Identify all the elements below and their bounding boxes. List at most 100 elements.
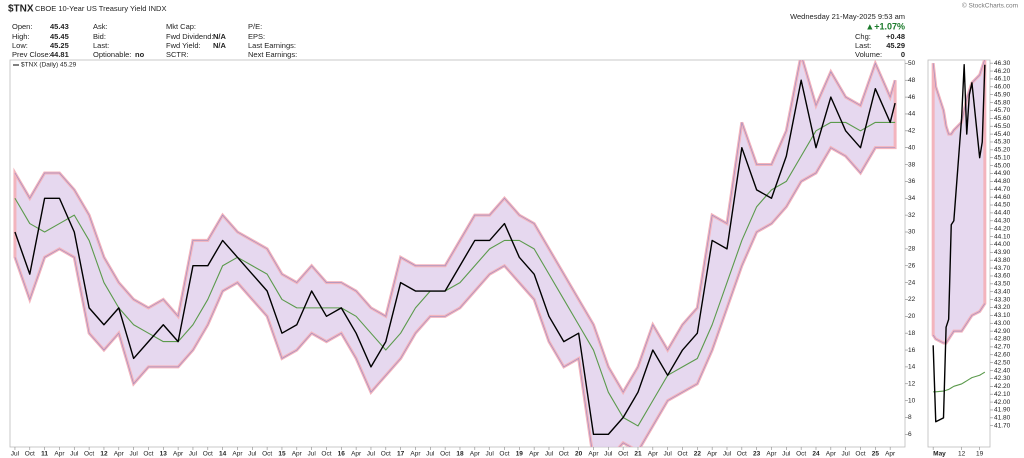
x-tick-label: Jul [485, 451, 494, 458]
x-tick-label: Apr [885, 451, 896, 458]
y-tick-label: 44.70 [994, 186, 1011, 193]
x-tick-label: Jul [604, 451, 613, 458]
x-tick-label: Oct [499, 451, 509, 458]
x-tick-label: Jul [663, 451, 672, 458]
x-tick-label: Jul [70, 451, 79, 458]
x-tick-label: Oct [84, 451, 94, 458]
y-tick-label: 44.20 [994, 225, 1011, 232]
x-tick-label: 12 [958, 451, 966, 458]
y-tick-label: 42.40 [994, 367, 1011, 374]
y-tick-label: 43.10 [994, 312, 1011, 319]
y-tick-label: 44.80 [994, 178, 1011, 185]
x-tick-label: Apr [766, 451, 777, 458]
y-tick-label: 24 [908, 279, 916, 286]
y-tick-label: 44.30 [994, 218, 1011, 225]
y-tick-label: 48 [908, 77, 916, 84]
y-tick-label: 46.20 [994, 68, 1011, 75]
y-tick-label: 45.60 [994, 115, 1011, 122]
x-tick-label: Oct [677, 451, 687, 458]
field-label: Ask: [93, 22, 108, 31]
x-tick-label: Jul [545, 451, 554, 458]
y-tick-label: 43.80 [994, 257, 1011, 264]
x-tick-label: 20 [575, 451, 583, 458]
x-tick-label: Jul [11, 451, 20, 458]
y-tick-label: 43.40 [994, 288, 1011, 295]
y-tick-label: 16 [908, 347, 916, 354]
x-tick-label: 16 [338, 451, 346, 458]
y-tick-label: 50 [908, 60, 916, 67]
band-lower [14, 147, 896, 447]
x-tick-label: Oct [25, 451, 35, 458]
x-tick-label: Jul [723, 451, 732, 458]
field-value: N/A [213, 41, 227, 50]
y-tick-label: 6 [908, 431, 912, 438]
x-tick-label: Oct [737, 451, 747, 458]
field-label: Last Earnings: [248, 41, 296, 50]
field-label: SCTR: [166, 50, 189, 59]
y-tick-label: 45.30 [994, 139, 1011, 146]
moving-average [14, 121, 896, 427]
x-tick-label: Apr [114, 451, 125, 458]
y-tick-label: 22 [908, 296, 916, 303]
y-tick-label: 10 [908, 397, 916, 404]
y-tick-label: 44.90 [994, 170, 1011, 177]
field-label: Optionable: [93, 50, 131, 59]
x-tick-label: Apr [707, 451, 718, 458]
date: Wednesday 21-May-2025 9:53 am [790, 12, 905, 21]
price-line [932, 64, 986, 423]
y-tick-label: 18 [908, 330, 916, 337]
y-tick-label: 42.30 [994, 375, 1011, 382]
field-value: N/A [213, 32, 227, 41]
field-label: Fwd Dividend: [166, 32, 214, 41]
y-tick-label: 44.00 [994, 241, 1011, 248]
y-tick-label: 38 [908, 161, 916, 168]
x-tick-label: 18 [456, 451, 464, 458]
field-label: Last: [93, 41, 109, 50]
y-tick-label: 28 [908, 246, 916, 253]
band-upper [14, 60, 896, 393]
x-tick-label: 23 [753, 451, 761, 458]
x-tick-label: Apr [173, 451, 184, 458]
x-tick-label: Apr [470, 451, 481, 458]
x-tick-label: Oct [559, 451, 569, 458]
instrument-name: CBOE 10-Year US Treasury Yield INDX [35, 4, 166, 13]
y-tick-label: 44.50 [994, 202, 1011, 209]
x-tick-label: Apr [351, 451, 362, 458]
y-tick-label: 43.30 [994, 296, 1011, 303]
field-label: Mkt Cap: [166, 22, 196, 31]
x-tick-label: Apr [410, 451, 421, 458]
x-tick-label: 24 [812, 451, 820, 458]
y-tick-label: 42.80 [994, 336, 1011, 343]
field-value: 45.25 [50, 41, 69, 50]
x-tick-label: Oct [796, 451, 806, 458]
x-tick-label: 14 [219, 451, 227, 458]
field-label: Bid: [93, 32, 106, 41]
x-tick-label: Oct [143, 451, 153, 458]
x-tick-label: 13 [160, 451, 168, 458]
y-tick-label: 43.00 [994, 320, 1011, 327]
y-tick-label: 41.90 [994, 407, 1011, 414]
y-tick-label: 42.60 [994, 352, 1011, 359]
x-tick-label: Jul [842, 451, 851, 458]
field-label: P/E: [248, 22, 262, 31]
y-tick-label: 45.20 [994, 147, 1011, 154]
field-value: 45.43 [50, 22, 69, 31]
y-tick-label: 44 [908, 111, 916, 118]
y-tick-label: 43.50 [994, 281, 1011, 288]
x-tick-label: Oct [618, 451, 628, 458]
x-tick-label: Apr [232, 451, 243, 458]
x-tick-label: 15 [278, 451, 286, 458]
y-tick-label: 26 [908, 262, 916, 269]
field-value: +0.48 [886, 32, 905, 41]
x-tick-label: 19 [516, 451, 524, 458]
price-line [14, 79, 896, 436]
field-value: no [135, 50, 145, 59]
y-tick-label: 42.50 [994, 359, 1011, 366]
x-tick-label: Jul [367, 451, 376, 458]
y-tick-label: 36 [908, 178, 916, 185]
field-value: 45.29 [886, 41, 905, 50]
y-tick-label: 46 [908, 94, 916, 101]
x-tick-label: Oct [855, 451, 865, 458]
x-tick-label: Apr [292, 451, 303, 458]
field-label: Prev Close: [12, 50, 51, 59]
